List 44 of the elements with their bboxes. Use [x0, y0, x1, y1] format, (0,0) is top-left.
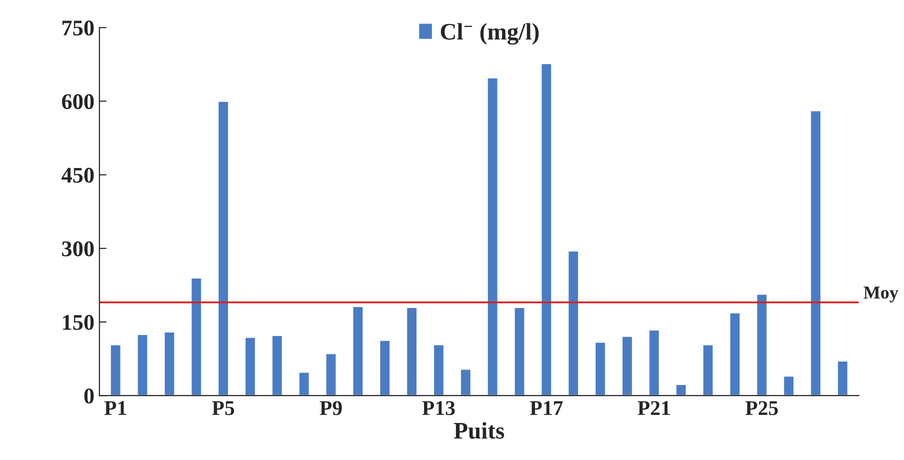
bar — [406, 306, 418, 396]
bar — [110, 344, 122, 396]
bar — [648, 329, 660, 396]
legend-label: Cl$^{−}$ (mg/l) — [440, 23, 539, 45]
bar — [782, 375, 795, 396]
x-tick-label: P13 — [422, 401, 455, 416]
bar — [567, 250, 580, 396]
bar — [163, 331, 176, 396]
y-tick-label: 450 — [62, 168, 94, 183]
bar — [244, 336, 256, 396]
bar — [540, 62, 553, 396]
y-tick-label: 0 — [84, 388, 94, 404]
bar — [621, 336, 634, 396]
bar — [136, 334, 149, 396]
y-tick-label: 300 — [62, 241, 94, 256]
bar — [486, 76, 499, 396]
x-tick-label: P21 — [638, 401, 670, 415]
bar — [460, 368, 472, 396]
bar — [702, 344, 714, 396]
y-tick-label: 150 — [63, 314, 94, 330]
x-axis-title: Puits — [454, 422, 504, 439]
bar — [298, 371, 310, 396]
x-tick-label: P25 — [745, 401, 778, 416]
bar — [674, 384, 688, 396]
ref-line-label: Moy — [864, 286, 898, 302]
bar — [756, 293, 768, 396]
bar — [217, 100, 230, 396]
x-tick-label: P9 — [320, 401, 342, 416]
y-tick-label: 600 — [62, 94, 94, 110]
bar — [324, 352, 338, 396]
bar — [352, 306, 364, 396]
bar — [190, 277, 202, 396]
bar — [513, 306, 526, 396]
bar — [594, 341, 606, 396]
bar — [836, 360, 849, 396]
bar — [378, 339, 391, 396]
x-tick-label: P5 — [212, 401, 234, 416]
bar — [432, 344, 445, 396]
y-tick-label: 750 — [62, 20, 94, 36]
x-tick-label: P1 — [104, 401, 126, 415]
bar — [271, 334, 284, 396]
x-tick-label: P17 — [530, 401, 563, 415]
bar — [728, 312, 742, 396]
bar — [810, 110, 822, 396]
